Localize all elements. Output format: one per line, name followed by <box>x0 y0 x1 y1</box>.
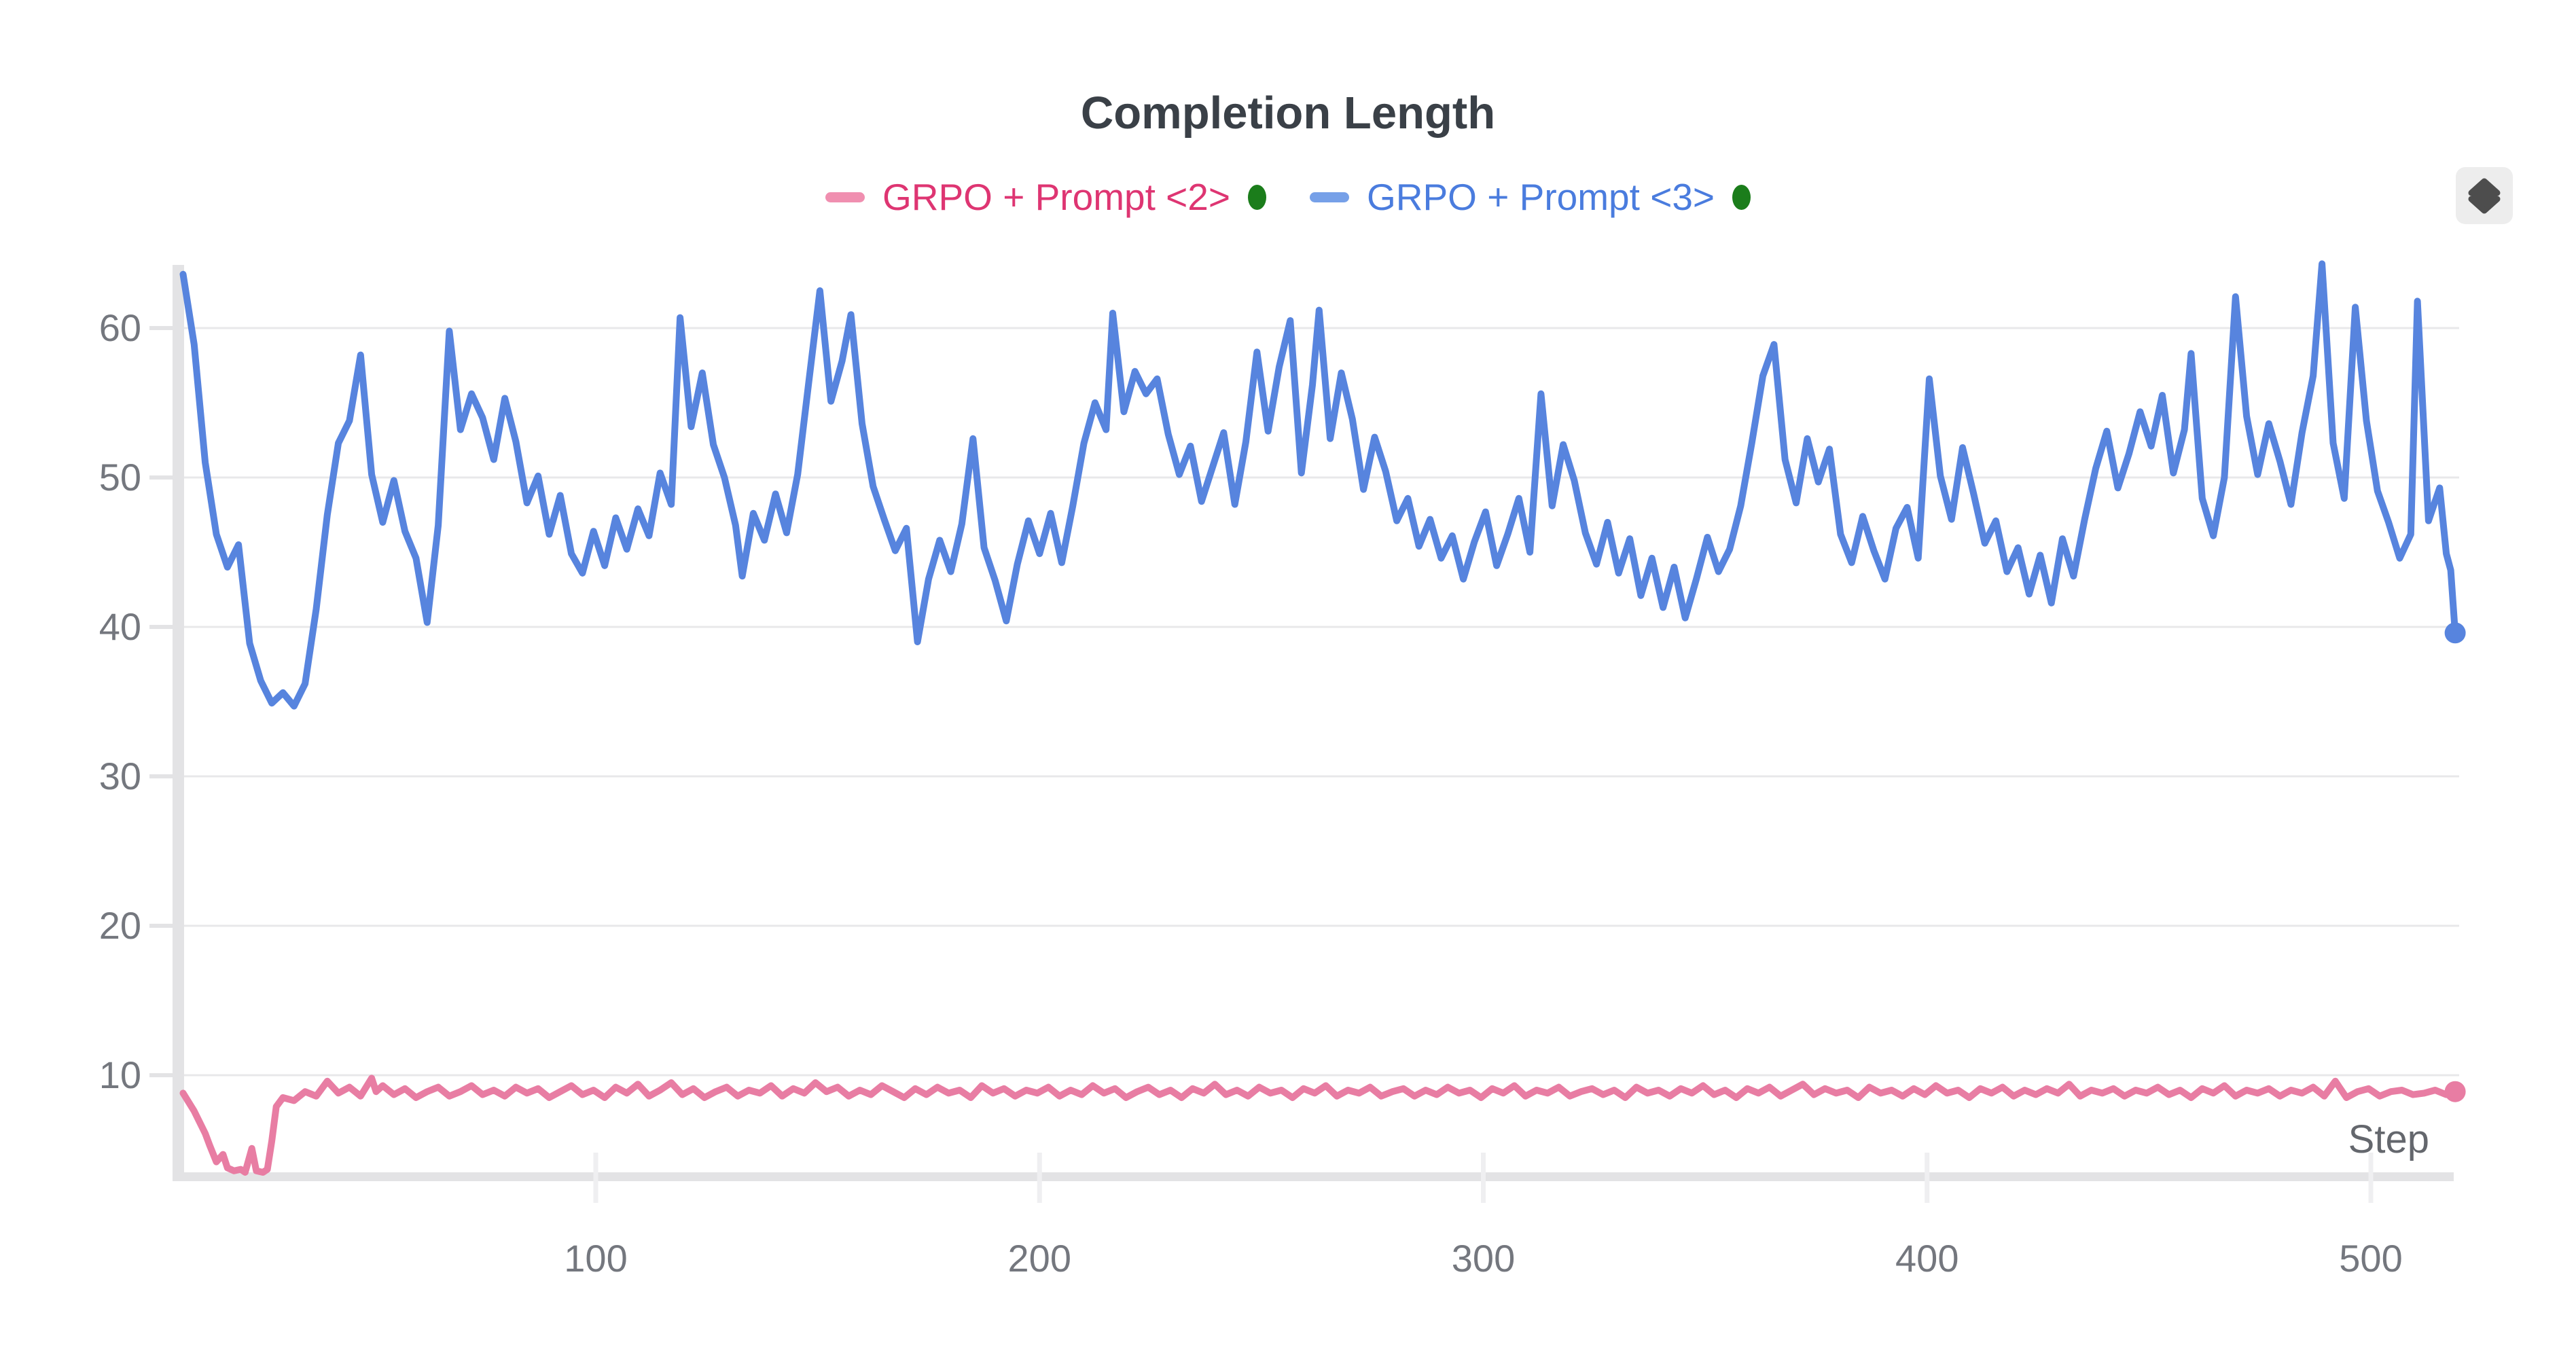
y-tick <box>149 1073 173 1077</box>
run-state-dot-icon <box>1732 184 1751 210</box>
y-tick-label: 40 <box>99 605 141 648</box>
series-line <box>179 1075 2459 1176</box>
y-gridline <box>173 924 2459 927</box>
legend-label: GRPO + Prompt <3> <box>1367 176 1715 218</box>
x-tick <box>593 1153 598 1203</box>
y-tick <box>149 774 173 778</box>
y-tick <box>149 326 173 330</box>
run-state-dot-icon <box>1248 184 1266 210</box>
y-tick-label: 60 <box>99 306 141 349</box>
y-axis-line <box>173 265 184 1181</box>
x-axis-line <box>173 1172 2454 1181</box>
y-tick <box>149 625 173 629</box>
legend-swatch-blue <box>1310 192 1349 202</box>
series-end-dot <box>2444 622 2466 644</box>
x-tick-label: 400 <box>1895 1237 1958 1280</box>
series-end-dot <box>2444 1081 2466 1102</box>
y-tick-label: 50 <box>99 456 141 499</box>
x-tick <box>2368 1153 2374 1203</box>
x-tick-label: 200 <box>1008 1237 1071 1280</box>
legend-swatch-pink <box>825 192 865 202</box>
x-tick <box>1481 1153 1486 1203</box>
sort-button[interactable] <box>2456 167 2513 224</box>
y-tick-label: 10 <box>99 1053 141 1096</box>
x-axis-title: Step <box>2348 1117 2429 1161</box>
y-tick-label: 30 <box>99 755 141 797</box>
y-gridline <box>173 476 2459 479</box>
y-gridline <box>173 775 2459 778</box>
series-line <box>179 260 2459 710</box>
legend-item-grpo-prompt-3[interactable]: GRPO + Prompt <3> <box>1310 175 1751 219</box>
x-tick-label: 100 <box>564 1237 627 1280</box>
x-tick-label: 500 <box>2339 1237 2402 1280</box>
y-tick <box>149 475 173 480</box>
page-title: Completion Length <box>1080 88 1496 139</box>
y-tick-label: 20 <box>99 904 141 947</box>
y-tick <box>149 924 173 928</box>
y-gridline <box>173 1074 2459 1077</box>
sort-updown-icon <box>2468 178 2501 214</box>
x-tick <box>1037 1153 1042 1203</box>
legend-label: GRPO + Prompt <2> <box>882 176 1230 218</box>
legend: GRPO + Prompt <2> GRPO + Prompt <3> <box>0 175 2576 219</box>
legend-item-grpo-prompt-2[interactable]: GRPO + Prompt <2> <box>825 175 1266 219</box>
x-tick <box>1925 1153 1930 1203</box>
y-gridline <box>173 626 2459 628</box>
x-tick-label: 300 <box>1452 1237 1515 1280</box>
